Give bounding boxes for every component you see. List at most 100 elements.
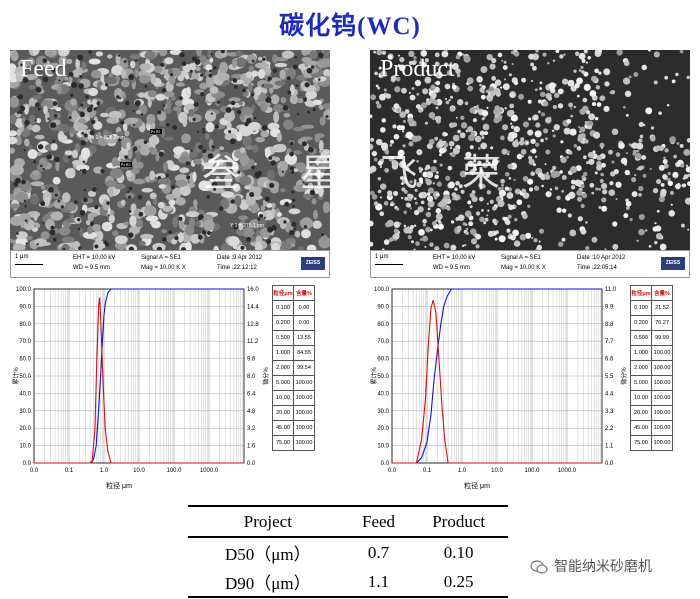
feed-eht: EHT = 10.00 kV bbox=[73, 255, 116, 261]
table-row: 0.100 21.52 bbox=[630, 300, 673, 316]
y-tick-right: 3.3 bbox=[605, 409, 614, 415]
results-header-project: Project bbox=[188, 505, 348, 538]
product-wd: WD = 9.5 mm bbox=[433, 265, 470, 271]
psd-table-header: 含量% bbox=[651, 285, 673, 301]
table-row: 2.000 99.54 bbox=[272, 360, 315, 376]
product-label: Product bbox=[380, 56, 455, 82]
psd-table-cell: 20.00 bbox=[630, 405, 652, 421]
y-tick-right: 2.2 bbox=[605, 426, 614, 432]
y-tick-right: 11.2 bbox=[247, 339, 259, 345]
results-cell: 0.7 bbox=[367, 542, 390, 562]
watermark-text: 智能纳米砂磨机 bbox=[554, 559, 652, 575]
table-row: 0.500 13.55 bbox=[272, 330, 315, 346]
cumulative-line bbox=[34, 288, 244, 464]
table-row: 0.200 76.27 bbox=[630, 315, 673, 331]
psd-table-cell: 5.000 bbox=[272, 375, 294, 391]
feed-wd: WD = 9.5 mm bbox=[73, 265, 110, 271]
feed-info-bar: 1 μm EHT = 10.00 kV WD = 9.5 mm Signal A… bbox=[10, 250, 330, 278]
results-cell: D50（μm） bbox=[225, 545, 311, 564]
table-row: 10.00 100.00 bbox=[630, 390, 673, 406]
table-row: 0.200 0.00 bbox=[272, 315, 315, 331]
y-tick-left: 40.0 bbox=[19, 391, 31, 397]
feed-measure-4: Y 1 = 279.1 nm bbox=[230, 223, 264, 229]
product-info-bar: 1 μm EHT = 10.00 kV WD = 9.5 mm Signal A… bbox=[370, 250, 690, 278]
psd-table-header: 粒径μm bbox=[630, 285, 652, 301]
psd-table-cell: 100.00 bbox=[651, 420, 673, 436]
table-row: 0.100 0.00 bbox=[272, 300, 315, 316]
y-tick-right: 14.4 bbox=[247, 304, 259, 310]
y-tick-right: 0.0 bbox=[605, 461, 614, 467]
feed-measure-3: Pa R2 bbox=[120, 162, 132, 167]
y-tick-left: 10.0 bbox=[19, 444, 31, 450]
psd-table-cell: 99.99 bbox=[651, 330, 673, 346]
x-tick: 100.0 bbox=[166, 468, 182, 474]
results-cell: D90（μm） bbox=[188, 567, 348, 598]
x-tick: 10.0 bbox=[133, 468, 145, 474]
overlay-char-4: 荣 bbox=[462, 151, 501, 195]
table-row: 0.500 99.99 bbox=[630, 330, 673, 346]
psd-table-cell: 76.27 bbox=[651, 315, 673, 331]
y-tick-right: 6.6 bbox=[605, 357, 614, 363]
y-tick-left: 40.0 bbox=[377, 391, 389, 397]
product-eht: EHT = 10.00 kV bbox=[433, 255, 476, 261]
y-tick-right: 5.5 bbox=[605, 374, 614, 380]
psd-table-cell: 100.00 bbox=[651, 345, 673, 361]
y-tick-left: 80.0 bbox=[377, 322, 389, 328]
results-header-product: Product bbox=[409, 505, 508, 538]
psd-table-cell: 100.00 bbox=[293, 405, 315, 421]
psd-table-cell: 75.00 bbox=[272, 435, 294, 451]
psd-table-header: 粒径μm bbox=[272, 285, 294, 301]
feed-psd-chart: 0.0 10.0 20.0 30.0 40.0 50.0 60.0 70.0 80.0 90.0 1… bbox=[10, 283, 340, 498]
psd-table-cell: 0.00 bbox=[293, 315, 315, 331]
table-row: 5.000 100.00 bbox=[630, 375, 673, 391]
y-tick-left: 90.0 bbox=[19, 304, 31, 310]
y-tick-right: 12.8 bbox=[247, 322, 259, 328]
y-tick-right: 1.6 bbox=[247, 444, 256, 450]
product-scalebar: 1 μm bbox=[375, 254, 389, 260]
psd-table-cell: 0.100 bbox=[630, 300, 652, 316]
table-row: 20.00 100.00 bbox=[272, 405, 315, 421]
feed-scalebar: 1 μm bbox=[15, 254, 29, 260]
y-tick-left: 20.0 bbox=[19, 426, 31, 432]
y-tick-left: 30.0 bbox=[377, 409, 389, 415]
feed-psd-table: 粒径μm 含量% 0.100 0.00 0.200 0.00 0.500 13.55 1.000… bbox=[272, 285, 315, 451]
table-row: D90（μm） 1.1 0.25 bbox=[188, 567, 508, 598]
product-time: Time :22:05:14 bbox=[577, 265, 617, 271]
product-signal: Signal A = SE1 bbox=[501, 255, 541, 261]
psd-table-cell: 100.00 bbox=[651, 405, 673, 421]
x-tick: 1000.0 bbox=[200, 468, 219, 474]
results-cell: 0.10 bbox=[443, 542, 474, 562]
product-sem-image: Product bbox=[370, 50, 690, 250]
x-tick: 0.0 bbox=[30, 468, 39, 474]
y-axis-label-right: 微分% bbox=[262, 367, 270, 385]
y-tick-right: 4.8 bbox=[247, 409, 256, 415]
y-tick-left: 60.0 bbox=[19, 357, 31, 363]
product-psd-chart: 0.0 10.0 20.0 30.0 40.0 50.0 60.0 70.0 80.0 90.0 1… bbox=[368, 283, 698, 498]
psd-table-cell: 45.00 bbox=[630, 420, 652, 436]
table-row: 10.00 100.00 bbox=[272, 390, 315, 406]
psd-table-cell: 100.00 bbox=[293, 390, 315, 406]
table-row: D50（μm） 0.7 0.10 bbox=[188, 537, 508, 567]
psd-table-cell: 100.00 bbox=[651, 435, 673, 451]
psd-table-cell: 100.00 bbox=[293, 375, 315, 391]
x-tick: 10.0 bbox=[491, 468, 503, 474]
psd-table-cell: 0.500 bbox=[272, 330, 294, 346]
table-row: 5.000 100.00 bbox=[272, 375, 315, 391]
watermark: 智能纳米砂磨机 bbox=[530, 556, 652, 576]
y-tick-left: 70.0 bbox=[377, 339, 389, 345]
psd-table-header: 含量% bbox=[293, 285, 315, 301]
y-tick-left: 70.0 bbox=[19, 339, 31, 345]
y-tick-right: 8.8 bbox=[605, 322, 614, 328]
x-tick: 1000.0 bbox=[558, 468, 577, 474]
y-tick-right: 3.2 bbox=[247, 426, 256, 432]
y-tick-left: 10.0 bbox=[377, 444, 389, 450]
psd-table-cell: 84.55 bbox=[293, 345, 315, 361]
psd-table-cell: 0.500 bbox=[630, 330, 652, 346]
feed-measure-2: Pa R1 bbox=[150, 129, 162, 134]
psd-table-cell: 0.200 bbox=[630, 315, 652, 331]
x-tick: 1.0 bbox=[458, 468, 467, 474]
feed-date: Date :9 Apr 2012 bbox=[217, 255, 263, 261]
psd-table-cell: 10.00 bbox=[272, 390, 294, 406]
results-cell: 0.25 bbox=[409, 567, 508, 598]
table-row: 1.000 100.00 bbox=[630, 345, 673, 361]
